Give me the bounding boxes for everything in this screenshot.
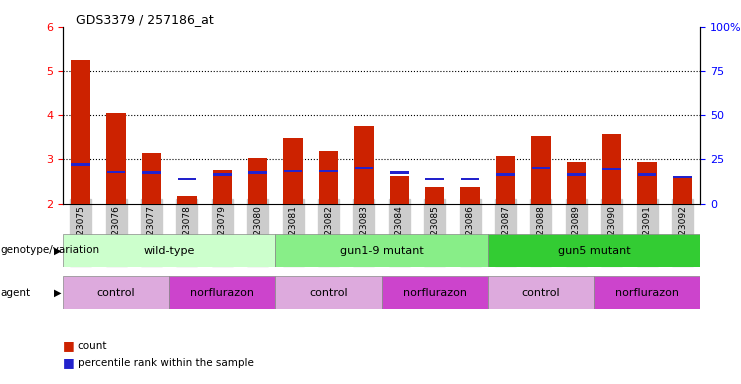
Bar [594,276,700,309]
Bar [355,167,373,169]
Bar [637,162,657,204]
Bar [425,187,445,204]
Bar [63,276,169,309]
Bar [169,276,276,309]
Bar [496,173,515,175]
Bar [461,177,479,180]
Bar [107,170,125,173]
Bar [602,134,622,204]
Bar [177,195,196,204]
Bar [178,177,196,180]
Bar [390,176,409,204]
Bar [284,170,302,172]
Text: norflurazon: norflurazon [190,288,254,298]
Bar [63,234,276,267]
Bar [276,276,382,309]
Bar [142,171,161,174]
Bar [71,60,90,204]
Bar [567,173,585,175]
Bar [531,136,551,204]
Bar [71,164,90,166]
Bar [390,171,408,174]
Bar [319,151,338,204]
Bar [488,234,700,267]
Text: GDS3379 / 257186_at: GDS3379 / 257186_at [76,13,213,26]
Text: control: control [309,288,348,298]
Bar [532,167,550,169]
Text: ▶: ▶ [54,288,62,298]
Bar [107,113,126,204]
Text: count: count [78,341,107,351]
Bar [283,138,303,204]
Text: ■: ■ [63,356,75,369]
Text: genotype/variation: genotype/variation [1,245,100,255]
Bar [638,173,657,175]
Bar [276,234,488,267]
Bar [460,187,480,204]
Text: norflurazon: norflurazon [615,288,679,298]
Bar [382,276,488,309]
Text: percentile rank within the sample: percentile rank within the sample [78,358,253,368]
Bar [673,178,692,204]
Text: gun5 mutant: gun5 mutant [558,245,631,256]
Text: norflurazon: norflurazon [402,288,467,298]
Text: gun1-9 mutant: gun1-9 mutant [339,245,424,256]
Text: ▶: ▶ [54,245,62,255]
Bar [248,171,267,174]
Bar [354,126,373,204]
Bar [213,173,231,175]
Text: control: control [522,288,560,298]
Bar [425,177,444,180]
Bar [496,156,515,204]
Bar [602,168,621,170]
Bar [488,276,594,309]
Bar [248,159,268,204]
Text: ■: ■ [63,339,75,352]
Bar [142,153,162,204]
Bar [674,176,692,178]
Bar [319,170,338,172]
Text: agent: agent [1,288,31,298]
Bar [213,170,232,204]
Text: wild-type: wild-type [144,245,195,256]
Text: control: control [97,288,136,298]
Bar [567,162,586,204]
